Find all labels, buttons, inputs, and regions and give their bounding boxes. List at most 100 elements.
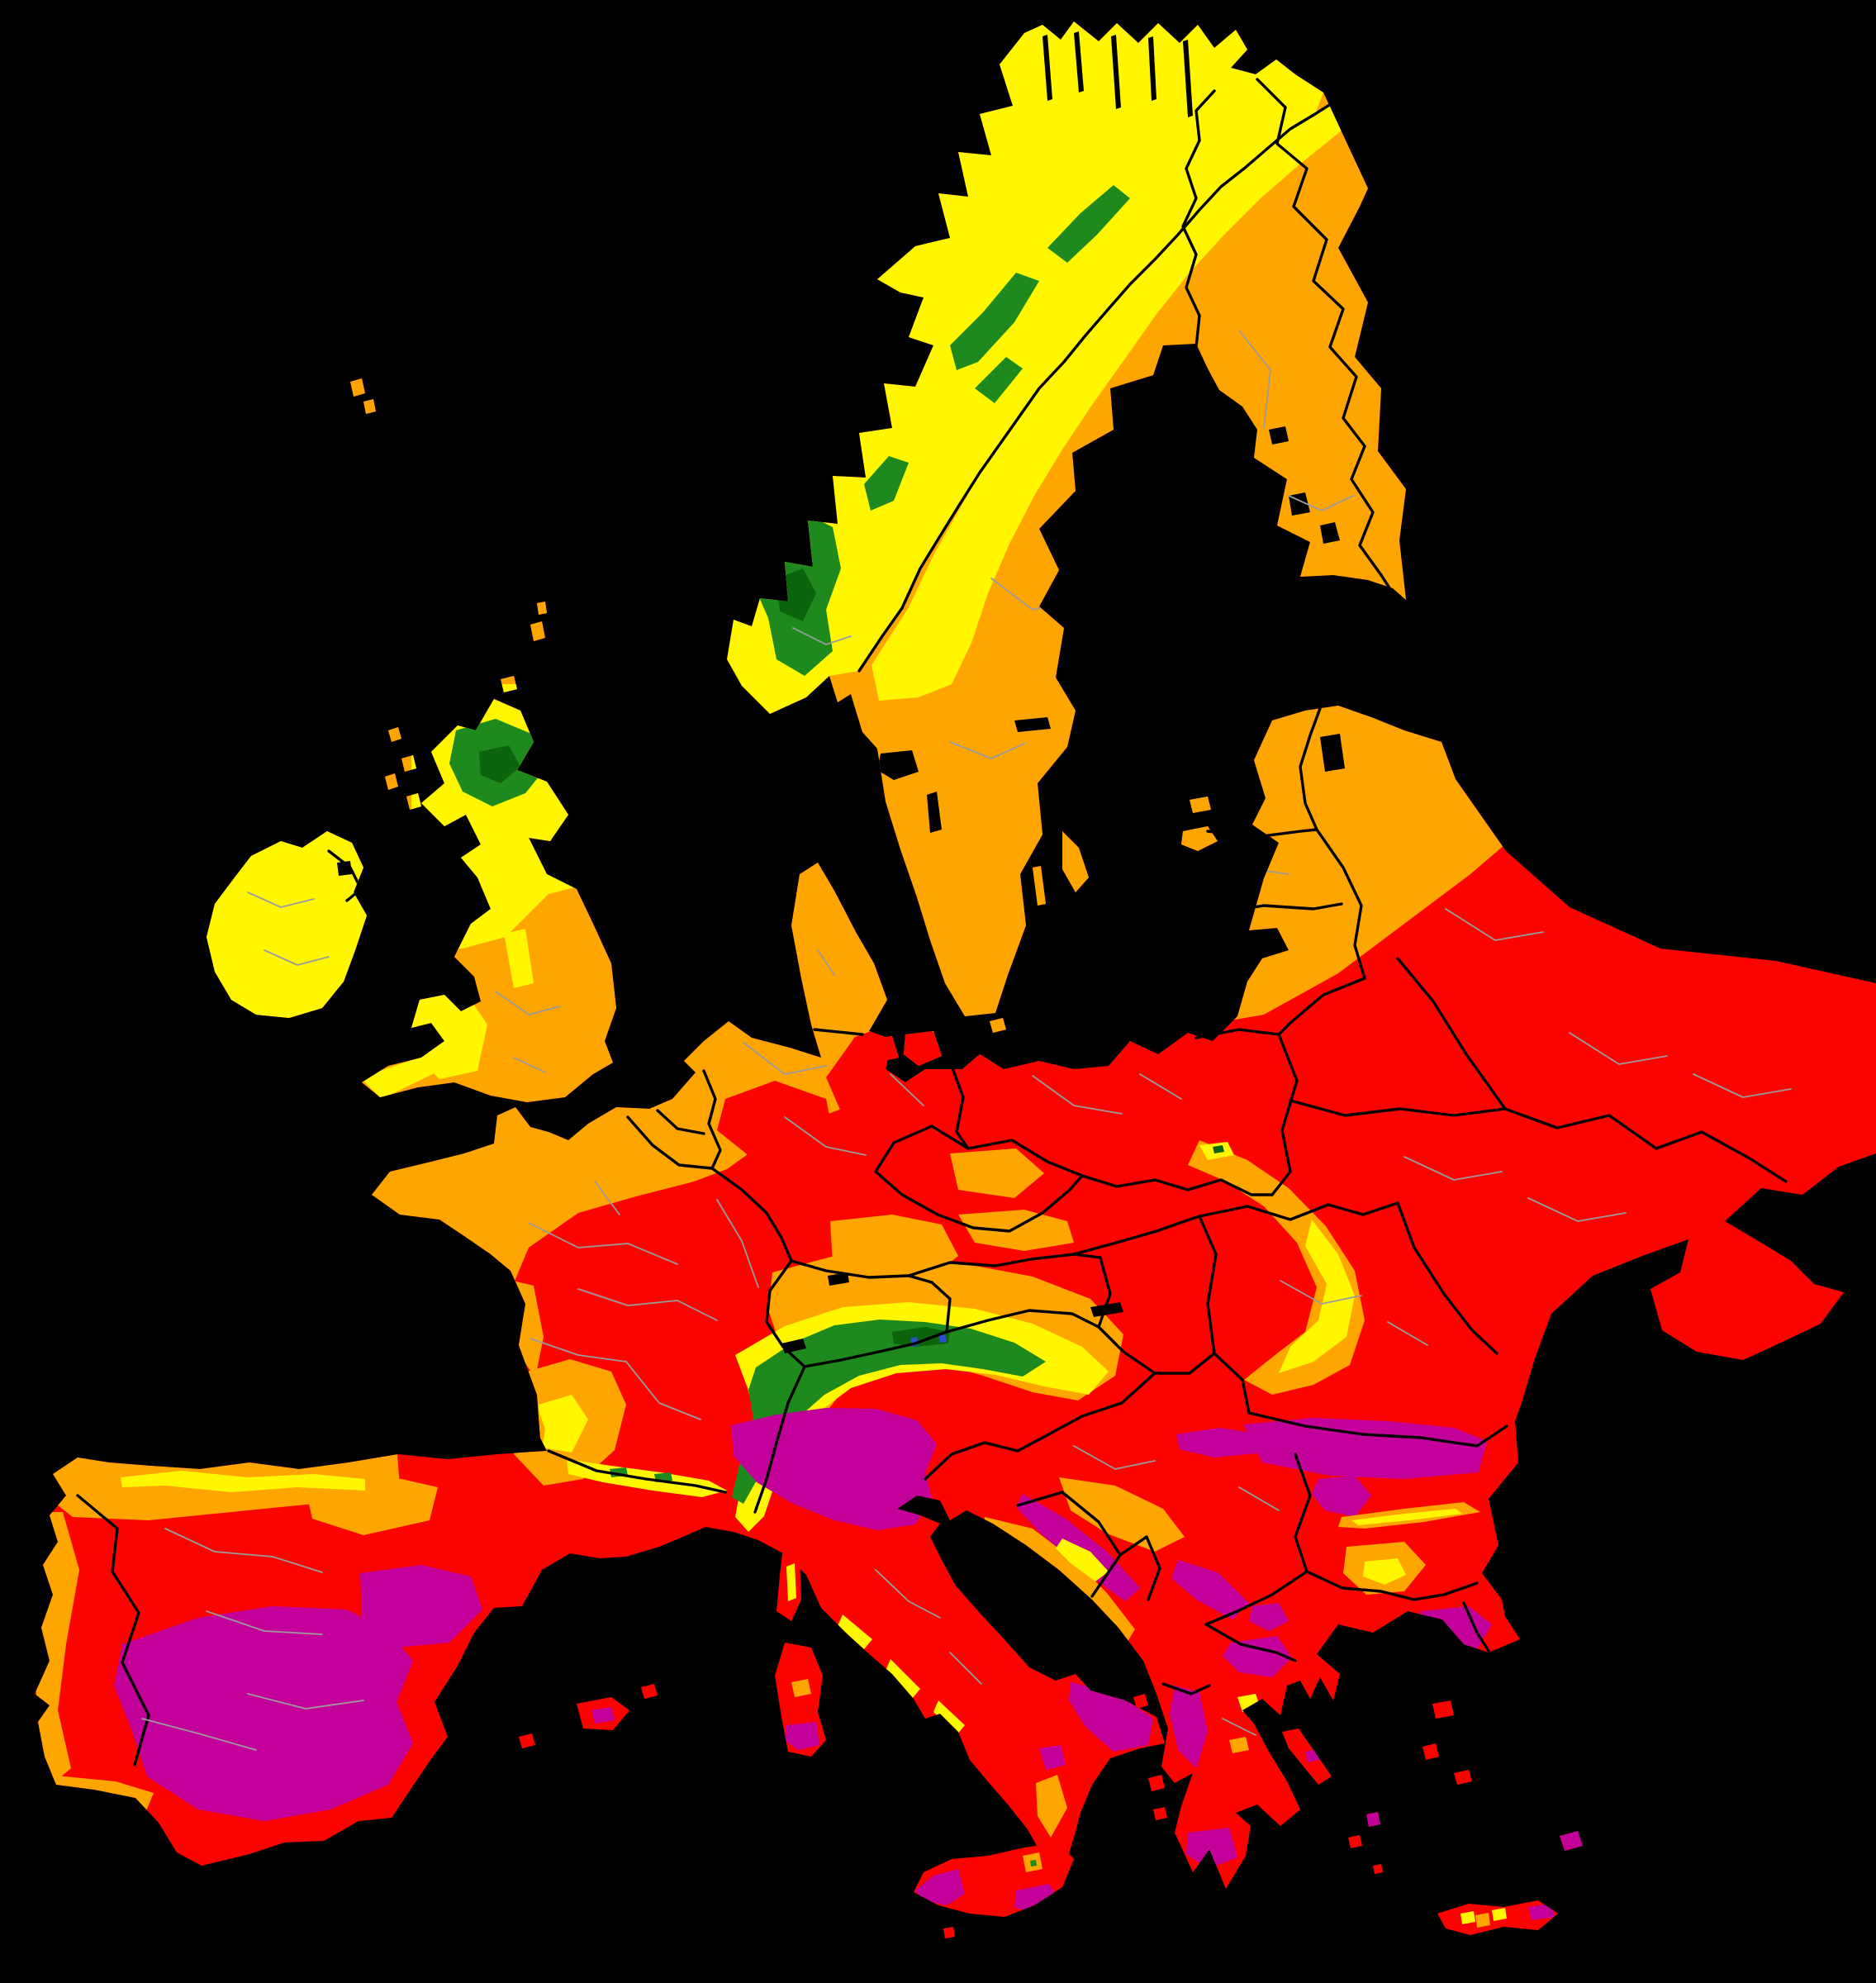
island-naxos-veryhigh <box>1366 1812 1380 1827</box>
region-slavonia-veryhigh <box>1176 1428 1266 1458</box>
country-border-15 <box>626 1115 714 1170</box>
country-border-39 <box>1247 1411 1508 1448</box>
region-scandes-3 <box>975 357 1023 403</box>
lake-oulu <box>1269 426 1289 445</box>
country-border-36 <box>1072 1215 1201 1256</box>
country-border-41 <box>1204 1570 1308 1626</box>
region-greece-moderate-spot <box>1229 1737 1249 1753</box>
country-border-17 <box>710 1167 793 1263</box>
admin-border-19 <box>1288 495 1354 511</box>
region-norway-south-core <box>777 568 816 621</box>
island-crete-veryhigh-east <box>1528 1904 1555 1920</box>
island-crete-low-1 <box>1460 1911 1475 1924</box>
island-sardinia-veryhigh-south <box>785 1722 819 1750</box>
country-border-37 <box>1198 1201 1399 1221</box>
region-central-germany-high <box>717 1081 834 1173</box>
country-border-44 <box>1305 1570 1479 1601</box>
country-border-13 <box>813 1028 864 1036</box>
country-border-29 <box>924 1436 1044 1481</box>
admin-border-2 <box>530 1338 627 1362</box>
region-rhodope-low <box>1363 1558 1406 1585</box>
lake-vattern <box>927 792 942 833</box>
country-border-30 <box>1041 1372 1156 1439</box>
region-calabria-moderate <box>1036 1775 1067 1838</box>
admin-border-30 <box>875 1569 941 1619</box>
admin-border-15 <box>949 741 1025 759</box>
region-sweden-mountain-low <box>872 106 1342 701</box>
admin-border-5 <box>594 1181 620 1215</box>
admin-border-9 <box>141 1718 257 1751</box>
country-border-34 <box>1198 1215 1218 1355</box>
admin-border-27 <box>264 949 330 966</box>
admin-border-23 <box>1693 1073 1792 1098</box>
country-borders <box>76 78 1788 1767</box>
admin-border-18 <box>1238 330 1271 429</box>
country-border-25 <box>1097 1325 1156 1375</box>
lake-peipus <box>1320 734 1345 772</box>
country-border-42 <box>1204 1623 1297 1662</box>
country-border-3 <box>1299 702 1323 831</box>
region-cantabria-low <box>121 1471 365 1492</box>
region-montenegro-veryhigh <box>1171 1560 1249 1619</box>
region-danube-austria-moderate <box>958 1210 1074 1251</box>
admin-border-10 <box>743 1042 827 1075</box>
island-corsica-low-ridge <box>786 1563 796 1601</box>
region-po-valley-veryhigh <box>731 1408 937 1530</box>
admin-border-26 <box>247 892 315 908</box>
country-border-7 <box>1277 977 1366 1036</box>
country-border-45 <box>1462 1601 1490 1652</box>
country-border-6 <box>1315 828 1366 980</box>
country-border-47 <box>1396 957 1507 1110</box>
country-border-27 <box>547 1449 727 1494</box>
country-border-38 <box>1396 1201 1498 1355</box>
admin-border-4 <box>716 1199 759 1288</box>
admin-border-34 <box>1280 1280 1362 1305</box>
region-pindus-veryhigh <box>1170 1686 1208 1768</box>
lake-balaton <box>1090 1302 1123 1317</box>
island-crete-moderate <box>1475 1913 1490 1928</box>
country-border-22 <box>907 1253 1076 1277</box>
country-border-1 <box>1181 89 1216 349</box>
island-rhodes-veryhigh <box>1560 1831 1583 1851</box>
region-cornwall-low <box>360 1054 446 1099</box>
region-bohemia-moderate <box>950 1148 1044 1198</box>
admin-border-37 <box>792 627 852 645</box>
island-sicily-veryhigh-west <box>915 1869 965 1905</box>
region-apennine-low-3 <box>933 1700 965 1735</box>
lake-constance <box>828 1272 849 1286</box>
region-wallachia-veryhigh <box>1243 1418 1487 1479</box>
admin-border-6 <box>164 1528 323 1573</box>
country-border-16 <box>656 1109 705 1135</box>
admin-border-7 <box>206 1610 323 1635</box>
region-stara-planina-low <box>1351 1509 1462 1525</box>
glacier-dot-2 <box>938 1334 947 1343</box>
region-norway-coast-low <box>727 21 1323 714</box>
country-border-9 <box>1270 1033 1299 1196</box>
admin-border-29 <box>513 1057 546 1073</box>
admin-borders <box>141 330 1792 1751</box>
region-bosnia-moderate <box>1059 1477 1185 1552</box>
country-border-40 <box>1294 1453 1312 1573</box>
fjord-slit-3 <box>1111 35 1121 109</box>
admin-border-11 <box>784 1116 867 1156</box>
admin-border-3 <box>625 1361 701 1420</box>
region-apennine-low-2 <box>886 1659 920 1699</box>
island-etna-verylow-summit <box>1030 1860 1037 1866</box>
country-border-19 <box>803 1330 948 1368</box>
country-border-33 <box>1153 1352 1216 1375</box>
island-mallorca-veryhigh-center <box>591 1707 615 1724</box>
region-ebro-veryhigh <box>360 1565 482 1648</box>
lake-malaren <box>1014 717 1051 732</box>
region-dinaric-low <box>1056 1538 1109 1581</box>
region-basilicata-veryhigh <box>1039 1745 1066 1770</box>
country-border-2 <box>1256 78 1398 600</box>
country-border-0 <box>857 101 1335 673</box>
admin-border-38 <box>817 949 835 976</box>
country-border-46 <box>1289 1099 1507 1117</box>
country-border-12 <box>874 1125 1084 1233</box>
fjord-slit-5 <box>1183 40 1193 117</box>
admin-border-28 <box>495 991 561 1015</box>
region-kosovo-veryhigh <box>1249 1603 1289 1631</box>
